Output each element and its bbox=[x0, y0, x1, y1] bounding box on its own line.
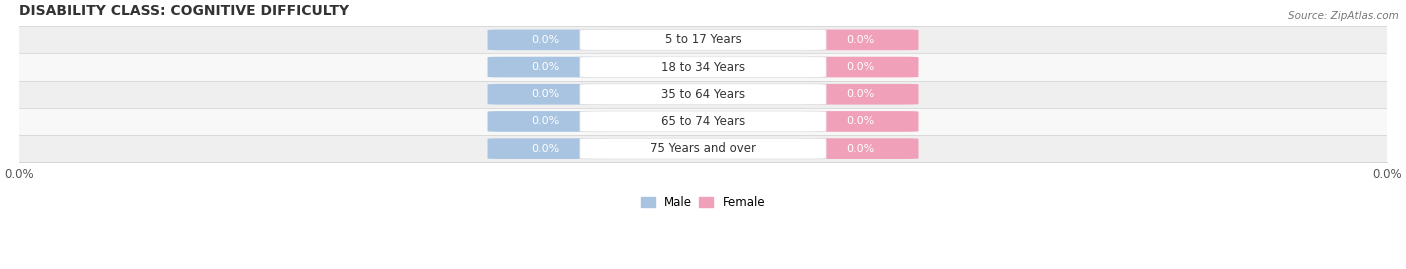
Text: 0.0%: 0.0% bbox=[531, 62, 560, 72]
FancyBboxPatch shape bbox=[579, 111, 827, 132]
Text: Source: ZipAtlas.com: Source: ZipAtlas.com bbox=[1288, 11, 1399, 21]
FancyBboxPatch shape bbox=[579, 84, 827, 105]
FancyBboxPatch shape bbox=[488, 30, 603, 50]
FancyBboxPatch shape bbox=[803, 84, 918, 105]
Text: 0.0%: 0.0% bbox=[846, 62, 875, 72]
Bar bbox=[18, 54, 1388, 81]
FancyBboxPatch shape bbox=[579, 30, 827, 50]
FancyBboxPatch shape bbox=[803, 138, 918, 159]
Text: 0.0%: 0.0% bbox=[846, 144, 875, 154]
Text: DISABILITY CLASS: COGNITIVE DIFFICULTY: DISABILITY CLASS: COGNITIVE DIFFICULTY bbox=[18, 4, 349, 18]
Text: 0.0%: 0.0% bbox=[531, 89, 560, 99]
Text: 0.0%: 0.0% bbox=[531, 116, 560, 126]
FancyBboxPatch shape bbox=[488, 111, 603, 132]
Bar bbox=[18, 26, 1388, 54]
FancyBboxPatch shape bbox=[579, 138, 827, 159]
Text: 0.0%: 0.0% bbox=[846, 116, 875, 126]
Text: 18 to 34 Years: 18 to 34 Years bbox=[661, 61, 745, 73]
FancyBboxPatch shape bbox=[488, 57, 603, 77]
Text: 0.0%: 0.0% bbox=[846, 35, 875, 45]
Text: 35 to 64 Years: 35 to 64 Years bbox=[661, 88, 745, 101]
Bar bbox=[18, 81, 1388, 108]
FancyBboxPatch shape bbox=[488, 84, 603, 105]
Text: 0.0%: 0.0% bbox=[531, 144, 560, 154]
FancyBboxPatch shape bbox=[803, 57, 918, 77]
FancyBboxPatch shape bbox=[803, 111, 918, 132]
Bar bbox=[18, 135, 1388, 162]
FancyBboxPatch shape bbox=[579, 57, 827, 77]
Text: 65 to 74 Years: 65 to 74 Years bbox=[661, 115, 745, 128]
Text: 75 Years and over: 75 Years and over bbox=[650, 142, 756, 155]
Text: 0.0%: 0.0% bbox=[531, 35, 560, 45]
Text: 5 to 17 Years: 5 to 17 Years bbox=[665, 33, 741, 46]
Bar bbox=[18, 108, 1388, 135]
Text: 0.0%: 0.0% bbox=[846, 89, 875, 99]
Legend: Male, Female: Male, Female bbox=[636, 191, 770, 213]
FancyBboxPatch shape bbox=[803, 30, 918, 50]
FancyBboxPatch shape bbox=[488, 138, 603, 159]
